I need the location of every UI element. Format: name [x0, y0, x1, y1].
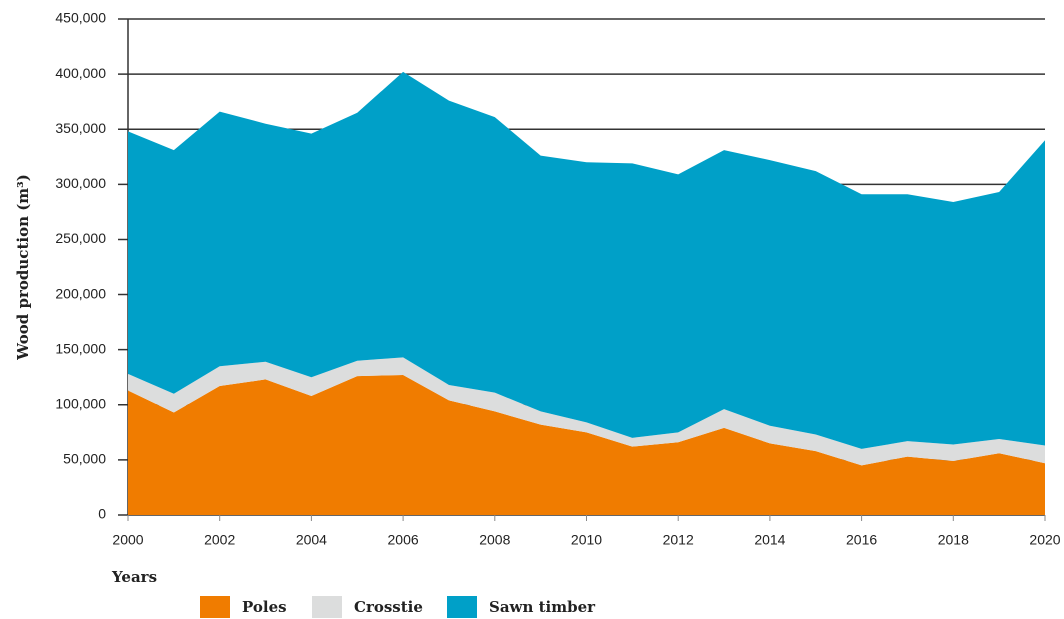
x-tick-label: 2010 [571, 532, 602, 548]
y-tick-label: 200,000 [55, 285, 106, 301]
legend-swatch [200, 596, 230, 618]
y-tick-label: 350,000 [55, 120, 106, 136]
x-tick-label: 2016 [846, 532, 877, 548]
y-tick-label: 450,000 [55, 10, 106, 26]
x-tick-label: 2000 [112, 532, 143, 548]
area [128, 357, 1045, 466]
legend-label: Crosstie [354, 598, 423, 616]
area [128, 71, 1045, 449]
y-tick-label: 100,000 [55, 395, 106, 411]
legend-swatch [447, 596, 477, 618]
x-tick-label: 2014 [754, 532, 785, 548]
y-tick-label: 400,000 [55, 65, 106, 81]
legend-swatch [312, 596, 342, 618]
x-tick-label: 2018 [938, 532, 969, 548]
x-tick-label: 2002 [204, 532, 235, 548]
legend-label: Poles [242, 598, 287, 616]
y-tick-label: 50,000 [63, 451, 106, 467]
x-tick-label: 2008 [479, 532, 510, 548]
x-tick-label: 2020 [1029, 532, 1060, 548]
y-tick-label: 250,000 [55, 230, 106, 246]
x-tick-label: 2004 [296, 532, 327, 548]
x-tick-label: 2012 [663, 532, 694, 548]
y-axis-label: Wood production (m³) [14, 174, 32, 361]
x-axis-label: Years [111, 568, 157, 586]
y-tick-label: 300,000 [55, 175, 106, 191]
area [128, 375, 1045, 515]
y-tick-label: 0 [98, 506, 106, 522]
y-tick-label: 150,000 [55, 340, 106, 356]
x-tick-label: 2006 [388, 532, 419, 548]
legend-label: Sawn timber [489, 598, 596, 616]
